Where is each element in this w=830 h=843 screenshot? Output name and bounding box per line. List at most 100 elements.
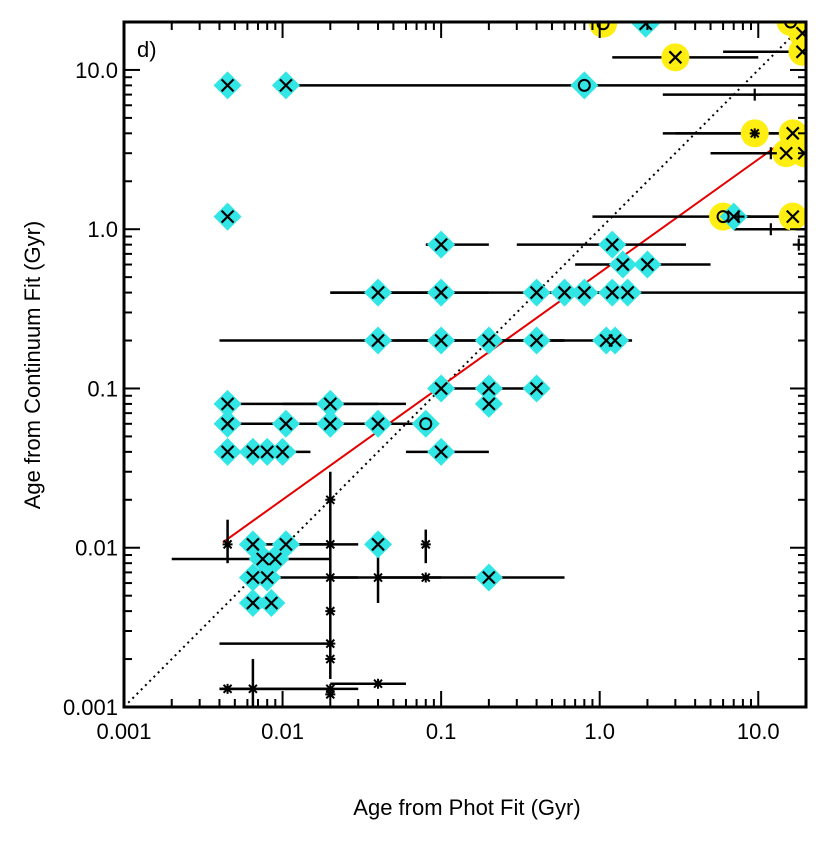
data-point	[325, 539, 336, 550]
data-point	[577, 285, 592, 300]
data-point	[247, 683, 258, 694]
x-tick-label: 10.0	[737, 719, 780, 744]
data-point	[373, 572, 384, 583]
data-point	[482, 397, 496, 411]
data-point	[371, 537, 385, 552]
data-point	[605, 285, 620, 300]
data-point	[220, 445, 235, 459]
data-point	[482, 333, 496, 348]
data-point	[529, 381, 544, 396]
data-point	[608, 333, 622, 348]
x-tick-label: 0.001	[96, 719, 151, 744]
y-tick-label: 1.0	[87, 217, 118, 242]
data-point	[325, 654, 336, 665]
data-point	[482, 570, 496, 585]
data-point	[434, 237, 448, 252]
data-point	[605, 237, 620, 252]
data-point	[371, 333, 385, 348]
tick-marks	[123, 21, 807, 708]
data-point	[764, 147, 777, 160]
data-point	[325, 689, 336, 700]
yellow-circle-highlight	[788, 22, 806, 48]
data-point	[373, 678, 384, 689]
data-point	[557, 285, 572, 300]
fit-line	[222, 124, 806, 544]
data-point	[785, 126, 800, 141]
data-point	[220, 397, 235, 411]
data-point	[325, 494, 336, 505]
data-point	[246, 445, 260, 459]
data-point	[640, 257, 655, 272]
data-point	[246, 570, 260, 585]
data-point	[255, 552, 270, 566]
data-point	[748, 88, 761, 101]
data-point	[779, 146, 793, 160]
data-point	[529, 333, 544, 348]
data-point	[371, 285, 385, 300]
data-point	[220, 78, 235, 93]
data-point	[784, 22, 798, 29]
y-tick-label: 10.0	[75, 58, 118, 83]
data-point	[268, 552, 283, 566]
data-point	[749, 128, 760, 139]
axes	[122, 20, 808, 709]
data-point	[434, 445, 448, 459]
data-point	[795, 45, 806, 59]
one-to-one-line	[124, 22, 806, 707]
data-point	[668, 50, 683, 65]
data-point	[764, 223, 777, 236]
data-point	[716, 210, 730, 224]
data-point	[264, 596, 279, 610]
data-point	[434, 381, 448, 396]
data-point	[323, 397, 338, 411]
data-point	[420, 539, 431, 550]
point-markers	[220, 22, 806, 700]
y-tick-label: 0.001	[63, 695, 118, 720]
panel-label: d)	[137, 37, 157, 62]
data-point	[279, 537, 293, 552]
data-point	[246, 537, 260, 552]
data-point	[222, 683, 233, 694]
data-point	[275, 445, 290, 459]
data-point	[371, 417, 385, 431]
data-point	[732, 210, 745, 223]
data-point	[220, 417, 235, 431]
cyan-diamond-highlight	[411, 409, 440, 438]
data-point	[434, 285, 448, 300]
data-point	[325, 683, 336, 694]
cyan-diamond-highlight	[631, 22, 660, 38]
axis-labels: d) Age from Phot Fit (Gyr) Age from Cont…	[20, 37, 780, 820]
reference-lines	[124, 22, 806, 707]
data-point	[620, 285, 635, 300]
data-point	[260, 570, 274, 585]
data-point	[482, 381, 496, 396]
y-tick-label: 0.1	[87, 376, 118, 401]
data-point	[325, 606, 336, 617]
x-tick-label: 0.01	[261, 719, 304, 744]
data-point	[246, 596, 260, 610]
data-point	[220, 209, 235, 224]
data-point	[795, 26, 806, 41]
data-point	[279, 78, 293, 93]
y-tick-label: 0.01	[75, 536, 118, 561]
data-point	[419, 417, 433, 431]
data-point	[577, 78, 591, 92]
data-point	[638, 22, 653, 31]
x-tick-label: 0.1	[426, 719, 457, 744]
data-point	[323, 417, 338, 431]
plot-frame	[122, 20, 808, 709]
data-point	[434, 333, 448, 348]
point-highlights	[213, 22, 806, 617]
x-tick-label: 1.0	[584, 719, 615, 744]
data-point	[260, 445, 274, 459]
data-point	[325, 572, 336, 583]
data-point	[222, 539, 233, 550]
data-point	[420, 572, 431, 583]
data-point	[529, 285, 544, 300]
data-point	[596, 22, 610, 31]
x-axis-title: Age from Phot Fit (Gyr)	[353, 795, 580, 820]
y-axis-title: Age from Continuum Fit (Gyr)	[20, 221, 45, 510]
data-point	[279, 417, 293, 431]
cyan-diamond-highlight	[570, 71, 599, 100]
